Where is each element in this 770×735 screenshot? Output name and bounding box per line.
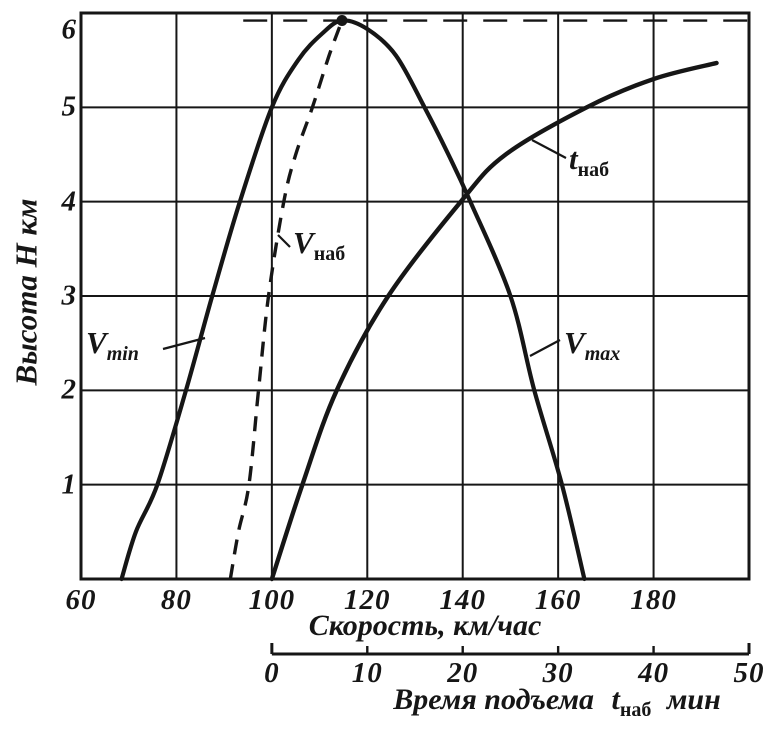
time-title-unit: мин (666, 683, 721, 716)
x-speed-tick-label: 80 (160, 584, 192, 616)
label-leader-line (162, 336, 206, 351)
label-leader-line (529, 339, 561, 357)
y-tick-label: 3 (61, 279, 77, 312)
label-vmin-sub: min (106, 343, 139, 365)
label-tnab: tнаб (569, 141, 609, 180)
y-axis-title-word: Высота (8, 275, 44, 386)
label-vmax: Vmax (564, 325, 620, 364)
x-speed-tick-label: 140 (439, 584, 486, 616)
y-tick-label: 1 (61, 468, 77, 501)
curve-vmin-vmax-envelope (119, 18, 587, 582)
y-axis-title-symbol: H (8, 243, 44, 268)
y-axis-title: Высота H км (8, 198, 44, 386)
label-tnab-base: t (569, 141, 578, 176)
label-vmax-base: V (564, 325, 585, 360)
curve-tnab (269, 60, 719, 582)
label-vnab: Vнаб (293, 225, 345, 264)
x-time-tick-label: 30 (542, 657, 574, 689)
label-vnab-base: V (293, 225, 314, 260)
x-speed-tick-label: 100 (248, 584, 296, 616)
y-axis-title-unit: км (8, 198, 44, 236)
plot-frame (79, 11, 751, 581)
label-vnab-sub: наб (313, 243, 346, 265)
label-vmax-sub: max (584, 343, 621, 365)
x-time-tick-label: 0 (264, 657, 280, 689)
y-tick-label: 4 (61, 185, 77, 218)
time-title-prefix: Время подъема (393, 683, 595, 716)
label-vmin-base: V (86, 325, 107, 360)
label-tnab-sub: наб (577, 159, 610, 181)
x-axis-title-time: Время подъема tнаб мин (393, 683, 721, 721)
ceiling-peak-dot (336, 15, 348, 27)
x-speed-tick-label: 120 (344, 584, 391, 616)
x-speed-tick-label: 160 (534, 584, 582, 616)
label-vmin: Vmin (86, 325, 139, 364)
x-time-tick-label: 10 (351, 657, 383, 689)
x-time-tick-label: 50 (733, 657, 765, 689)
x-time-tick-label: 40 (638, 657, 670, 689)
y-tick-label: 6 (61, 13, 77, 46)
time-title-symbol: t (611, 683, 620, 716)
y-tick-label: 2 (61, 373, 77, 406)
y-tick-label: 5 (61, 90, 77, 123)
curve-vnab-dashed (228, 19, 344, 580)
time-title-sub: наб (619, 699, 652, 721)
x-axis-title-speed: Скорость, км/час (308, 609, 542, 642)
label-leader-line (531, 139, 567, 159)
x-speed-tick-label: 60 (65, 584, 97, 616)
x-speed-tick-label: 180 (630, 584, 677, 616)
x-time-tick-label: 20 (447, 657, 479, 689)
label-leader-line (277, 234, 291, 248)
